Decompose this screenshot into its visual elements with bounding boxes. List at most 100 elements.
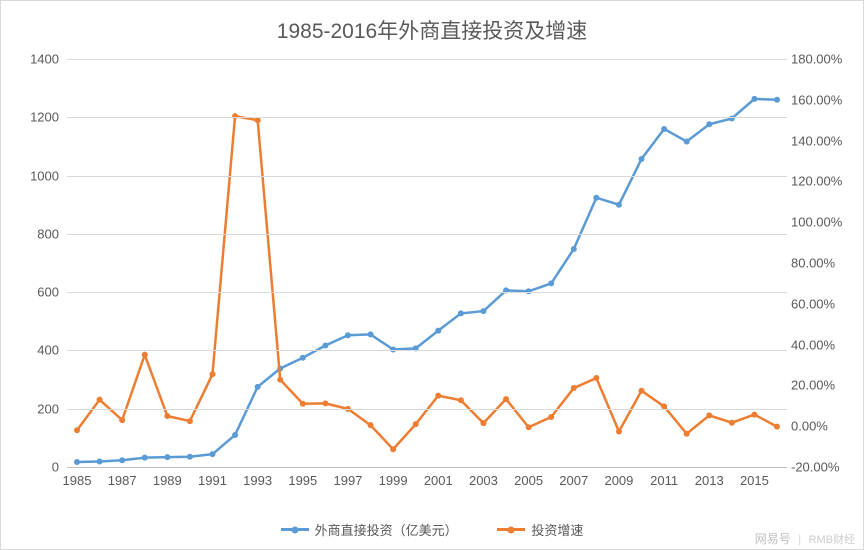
legend-swatch-orange: [497, 528, 525, 531]
series-marker: [97, 397, 103, 403]
series-marker: [322, 342, 328, 348]
series-marker: [368, 422, 374, 428]
series-marker: [571, 385, 577, 391]
x-tick-label: 1995: [288, 473, 317, 488]
x-tick-label: 2015: [740, 473, 769, 488]
legend-item-growth: 投资增速: [497, 520, 583, 539]
series-marker: [458, 310, 464, 316]
watermark-brand: RMB财经: [809, 534, 855, 546]
series-marker: [706, 121, 712, 127]
series-marker: [119, 417, 125, 423]
series-marker: [435, 328, 441, 334]
y1-tick-label: 200: [9, 401, 59, 416]
gridline: [67, 409, 787, 410]
y2-tick-label: 40.00%: [791, 337, 851, 352]
x-tick-label: 2001: [424, 473, 453, 488]
series-marker: [639, 156, 645, 162]
gridline: [67, 350, 787, 351]
series-marker: [390, 446, 396, 452]
series-line: [77, 116, 777, 449]
y1-tick-label: 600: [9, 285, 59, 300]
y2-tick-label: 160.00%: [791, 92, 851, 107]
series-marker: [661, 126, 667, 132]
y1-tick-label: 1400: [9, 52, 59, 67]
watermark-source: 网易号: [755, 532, 791, 546]
watermark-sep: |: [798, 532, 801, 546]
chart-container: 1985-2016年外商直接投资及增速 外商直接投资（亿美元） 投资增速 网易号…: [0, 0, 864, 550]
series-marker: [142, 455, 148, 461]
series-marker: [142, 352, 148, 358]
x-tick-label: 1999: [379, 473, 408, 488]
plot-area: [67, 59, 787, 468]
series-marker: [751, 412, 757, 418]
series-marker: [526, 424, 532, 430]
series-marker: [300, 355, 306, 361]
x-tick-label: 1991: [198, 473, 227, 488]
x-tick-label: 2007: [559, 473, 588, 488]
y1-tick-label: 0: [9, 460, 59, 475]
legend-label-growth: 投资增速: [531, 520, 583, 539]
gridline: [67, 292, 787, 293]
series-marker: [616, 202, 622, 208]
series-marker: [232, 432, 238, 438]
series-marker: [368, 331, 374, 337]
chart-title: 1985-2016年外商直接投资及增速: [1, 15, 863, 45]
legend-swatch-blue: [281, 528, 309, 531]
series-marker: [639, 388, 645, 394]
x-tick-label: 2009: [604, 473, 633, 488]
x-tick-label: 2003: [469, 473, 498, 488]
y2-tick-label: 140.00%: [791, 133, 851, 148]
series-marker: [684, 138, 690, 144]
series-marker: [74, 459, 80, 465]
y1-tick-label: 1000: [9, 168, 59, 183]
series-marker: [503, 396, 509, 402]
series-marker: [593, 195, 599, 201]
series-marker: [548, 414, 554, 420]
series-marker: [571, 246, 577, 252]
x-tick-label: 1993: [243, 473, 272, 488]
y2-tick-label: 100.00%: [791, 215, 851, 230]
y2-tick-label: 20.00%: [791, 378, 851, 393]
legend: 外商直接投资（亿美元） 投资增速: [1, 519, 863, 539]
x-tick-label: 2013: [695, 473, 724, 488]
x-tick-label: 2011: [650, 473, 678, 488]
series-marker: [74, 427, 80, 433]
y1-tick-label: 800: [9, 226, 59, 241]
series-marker: [480, 308, 486, 314]
gridline: [67, 117, 787, 118]
series-marker: [164, 454, 170, 460]
series-marker: [684, 431, 690, 437]
series-marker: [209, 371, 215, 377]
gridline: [67, 176, 787, 177]
series-marker: [480, 420, 486, 426]
series-marker: [209, 451, 215, 457]
series-marker: [548, 280, 554, 286]
series-marker: [277, 377, 283, 383]
series-marker: [458, 397, 464, 403]
series-line: [77, 99, 777, 462]
series-marker: [300, 401, 306, 407]
legend-label-fdi: 外商直接投资（亿美元）: [315, 520, 458, 539]
y2-tick-label: 0.00%: [791, 419, 851, 434]
series-marker: [345, 332, 351, 338]
series-marker: [435, 393, 441, 399]
x-tick-label: 2005: [514, 473, 543, 488]
series-marker: [119, 457, 125, 463]
series-marker: [187, 454, 193, 460]
chart-svg: [67, 59, 787, 467]
series-marker: [774, 424, 780, 430]
series-marker: [322, 400, 328, 406]
series-marker: [774, 97, 780, 103]
x-tick-label: 1985: [63, 473, 92, 488]
y2-tick-label: 120.00%: [791, 174, 851, 189]
series-marker: [706, 412, 712, 418]
series-marker: [164, 413, 170, 419]
legend-item-fdi: 外商直接投资（亿美元）: [281, 520, 458, 539]
watermark: 网易号 | RMB财经: [755, 530, 855, 547]
series-marker: [255, 384, 261, 390]
y2-tick-label: 180.00%: [791, 52, 851, 67]
series-marker: [751, 96, 757, 102]
x-tick-label: 1989: [153, 473, 182, 488]
y1-tick-label: 1200: [9, 110, 59, 125]
series-marker: [729, 420, 735, 426]
